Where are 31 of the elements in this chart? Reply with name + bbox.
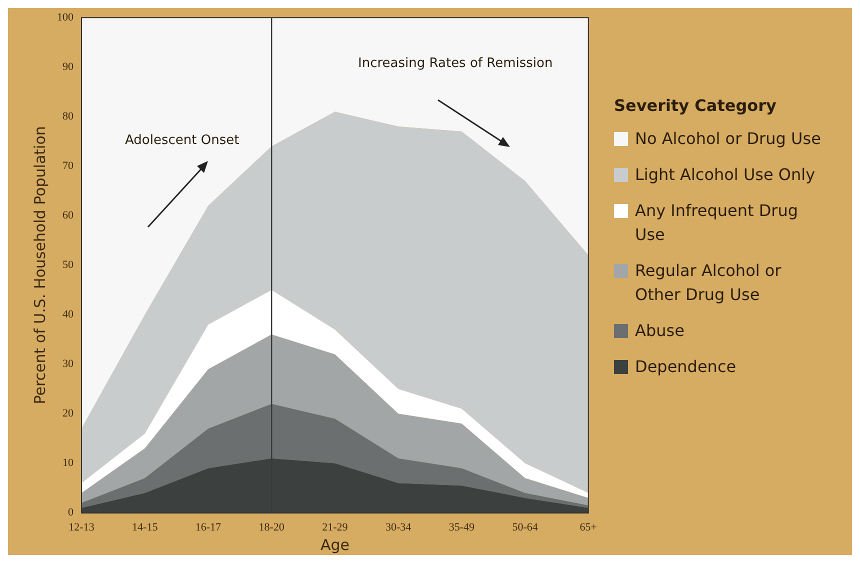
legend-label: Abuse bbox=[635, 320, 686, 342]
x-tick-label: 65+ bbox=[580, 521, 598, 534]
y-tick-label: 20 bbox=[62, 408, 74, 420]
y-tick-label: 50 bbox=[62, 259, 74, 272]
y-tick-label: 30 bbox=[62, 358, 74, 370]
x-tick-label: 16-17 bbox=[195, 521, 222, 534]
x-tick-label: 12-13 bbox=[68, 521, 95, 534]
x-tick-label: 18-20 bbox=[258, 521, 285, 534]
x-tick-label: 35-49 bbox=[448, 521, 475, 534]
x-tick-label: 14-15 bbox=[132, 521, 158, 534]
legend-label: Light Alcohol Use Only bbox=[635, 164, 816, 186]
annotation: Adolescent Onset bbox=[125, 133, 240, 148]
legend-label: Regular Alcohol or Other Drug Use bbox=[635, 260, 782, 306]
legend-label: Dependence bbox=[635, 356, 738, 378]
y-tick-label: 60 bbox=[62, 210, 74, 222]
annotation: Increasing Rates of Remission bbox=[358, 56, 553, 71]
y-tick-label: 10 bbox=[62, 457, 74, 470]
y-axis-title: Percent of U.S. Household Population bbox=[30, 126, 49, 404]
y-tick-label: 70 bbox=[62, 160, 74, 172]
y-tick-label: 80 bbox=[62, 110, 74, 123]
y-tick-label: 100 bbox=[57, 11, 74, 24]
x-tick-label: 21-29 bbox=[322, 521, 348, 534]
y-tick-label: 0 bbox=[68, 506, 74, 519]
y-tick-label: 90 bbox=[62, 61, 74, 74]
legend-label: No Alcohol or Drug Use bbox=[635, 128, 822, 150]
legend-title: Severity Category bbox=[614, 96, 778, 115]
y-tick-label: 40 bbox=[62, 308, 74, 321]
x-axis-title: Age bbox=[320, 536, 350, 554]
x-tick-label: 50-64 bbox=[512, 521, 538, 534]
legend-label: Any Infrequent Drug Use bbox=[635, 200, 800, 246]
x-tick-label: 30-34 bbox=[385, 521, 412, 534]
